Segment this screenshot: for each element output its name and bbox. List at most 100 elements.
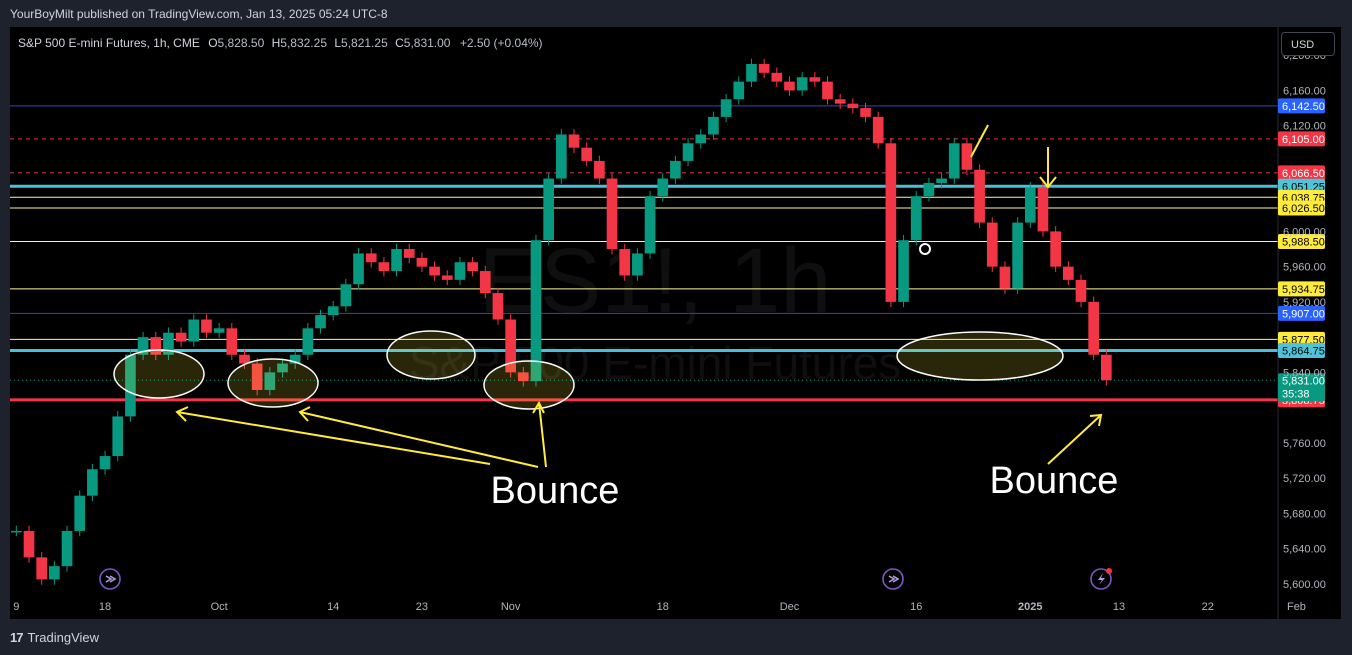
open-label: O <box>208 36 218 50</box>
support-ellipse <box>896 331 1064 381</box>
svg-text:6,066.50: 6,066.50 <box>1282 168 1325 180</box>
x-tick-label: 18 <box>657 601 669 613</box>
candle <box>467 256 478 277</box>
price-level-label: 5,988.50 <box>1278 234 1325 250</box>
candle <box>632 248 643 281</box>
candle <box>327 301 339 321</box>
price-level-label: 6,142.50 <box>1278 98 1325 114</box>
candle <box>936 173 947 189</box>
x-tick-label: 16 <box>910 601 922 613</box>
x-tick-label: 9 <box>13 601 19 613</box>
candle <box>1050 226 1061 272</box>
price-level-label: 6,026.50 <box>1278 200 1325 216</box>
y-tick-label: 6,000.00 <box>1283 226 1326 238</box>
price-axis[interactable]: 6,142.506,105.006,066.506,051.256,038.75… <box>1277 27 1326 619</box>
candle <box>302 323 314 361</box>
dividends-event-icon[interactable] <box>882 568 904 590</box>
candle <box>758 58 770 79</box>
candle <box>454 256 466 286</box>
high-label: H <box>271 36 281 50</box>
candle <box>695 129 707 149</box>
candle <box>961 138 973 176</box>
svg-text:5,907.00: 5,907.00 <box>1282 308 1325 320</box>
candle <box>910 190 922 246</box>
symbol-name[interactable]: S&P 500 E-mini Futures, 1h, CME <box>18 36 200 50</box>
candle <box>720 93 732 123</box>
candle <box>125 349 136 422</box>
candles <box>11 58 1112 585</box>
candle <box>796 71 808 96</box>
candle <box>251 358 263 396</box>
candle <box>492 287 504 325</box>
price-level-label: 5,864.75 <box>1278 343 1325 359</box>
candle <box>137 331 149 361</box>
lightning-event-icon[interactable] <box>1090 568 1112 590</box>
candle <box>289 349 301 369</box>
candle <box>581 142 593 167</box>
candle <box>594 155 605 184</box>
candle <box>315 309 326 334</box>
candle <box>87 463 98 501</box>
high-value: 5,832.25 <box>280 36 327 50</box>
open-value: 5,828.50 <box>217 36 265 50</box>
candle <box>822 76 833 105</box>
x-tick-label: Oct <box>211 601 228 613</box>
svg-text:5,864.75: 5,864.75 <box>1282 346 1325 358</box>
x-tick-label: 13 <box>1113 601 1125 613</box>
tradingview-logo[interactable]: 17 TradingView <box>10 630 99 645</box>
time-axis[interactable]: 9 18 Oct 14 23 Nov 18 Dec 16 2025 13 22 Feb <box>13 601 1306 613</box>
candle <box>834 93 846 109</box>
candle <box>340 278 352 312</box>
candle <box>872 111 884 149</box>
support-ellipse <box>386 330 476 380</box>
candle <box>49 560 60 585</box>
candle <box>619 243 631 281</box>
bar-countdown: 35:38 <box>1282 388 1310 400</box>
y-tick-label: 5,760.00 <box>1283 438 1326 450</box>
svg-text:6,026.50: 6,026.50 <box>1282 203 1325 215</box>
candle <box>898 234 909 308</box>
candle <box>36 552 48 585</box>
bounce-label-right: Bounce <box>990 460 1119 502</box>
x-tick-label: 14 <box>327 601 339 613</box>
dividends-event-icon[interactable] <box>99 568 121 590</box>
y-tick-label: 5,600.00 <box>1283 579 1326 591</box>
x-tick-label: Nov <box>501 601 521 613</box>
chart-panel[interactable]: ES1!, 1h S&P 500 E-mini Futures Bounce B… <box>10 27 1341 619</box>
candle <box>847 98 859 114</box>
candle <box>657 173 669 202</box>
candle <box>644 190 656 259</box>
price-chart[interactable]: ES1!, 1h S&P 500 E-mini Futures Bounce B… <box>10 27 1341 619</box>
candle <box>429 261 440 281</box>
candle <box>175 327 187 347</box>
candle <box>74 490 86 537</box>
drawings: Bounce Bounce <box>113 124 1119 512</box>
candle <box>61 525 73 572</box>
candle <box>353 248 364 290</box>
candle <box>391 243 402 277</box>
price-level-label: 5,907.00 <box>1278 305 1325 321</box>
candle <box>1012 217 1023 294</box>
candle <box>923 177 935 202</box>
candle <box>809 71 821 87</box>
svg-text:6,142.50: 6,142.50 <box>1282 101 1325 113</box>
price-change: +2.50 (+0.04%) <box>459 36 543 50</box>
candle <box>201 314 212 338</box>
candle <box>11 525 22 537</box>
candle <box>670 155 681 184</box>
currency-button[interactable]: USD <box>1281 32 1335 56</box>
y-tick-label: 5,920.00 <box>1283 297 1326 309</box>
candle <box>948 138 960 184</box>
candle <box>226 323 238 361</box>
candle <box>771 67 783 87</box>
candle <box>1101 349 1112 386</box>
candle <box>112 411 124 462</box>
support-ellipse <box>483 360 575 410</box>
candle <box>543 173 554 246</box>
y-tick-label: 5,640.00 <box>1283 544 1326 556</box>
candle <box>403 243 415 264</box>
candle <box>746 58 757 87</box>
marker-circle <box>919 243 931 255</box>
candle <box>150 331 162 361</box>
